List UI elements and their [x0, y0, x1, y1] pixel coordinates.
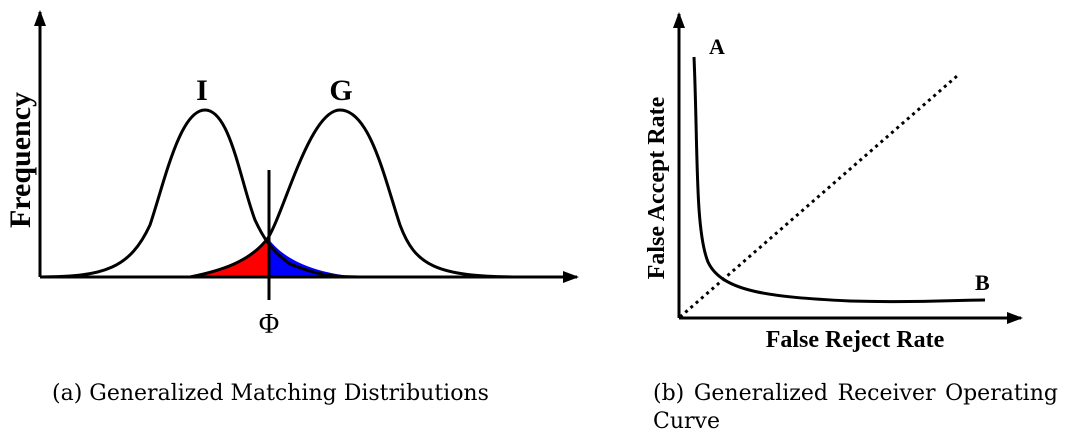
roc-y-axis-label: False Accept Rate [644, 96, 670, 279]
genuine-distribution-curve [189, 108, 521, 279]
caption-b-line1: (b) Generalized Receiver Operating [653, 380, 1058, 408]
panel-b-roc-curve: False Accept Rate False Reject Rate A B [644, 12, 1023, 353]
false-reject-area [268, 238, 360, 277]
caption-b-line2: Curve [653, 409, 720, 434]
caption-b-word: Generalized [693, 381, 828, 406]
caption-b-word: Operating [945, 381, 1058, 406]
panel-a-matching-distributions: Frequency I G Φ [4, 10, 579, 340]
y-axis-label: Frequency [4, 92, 37, 228]
caption-b-word: (b) [653, 381, 685, 406]
roc-x-axis-label: False Reject Rate [766, 327, 945, 353]
caption-b-word: Receiver [837, 381, 936, 406]
false-accept-area [190, 238, 268, 277]
diagonal-reference-line [679, 74, 958, 319]
caption-b: (b) Generalized Receiver Operating Curve [653, 380, 1058, 436]
threshold-label: Φ [259, 309, 279, 340]
impostor-distribution-curve [39, 108, 361, 279]
point-a-label: A [709, 34, 725, 59]
point-b-label: B [975, 270, 990, 295]
roc-curve [692, 56, 986, 304]
caption-a: (a) Generalized Matching Distributions [52, 381, 489, 406]
impostor-label: I [196, 74, 208, 107]
genuine-label: G [329, 74, 352, 107]
